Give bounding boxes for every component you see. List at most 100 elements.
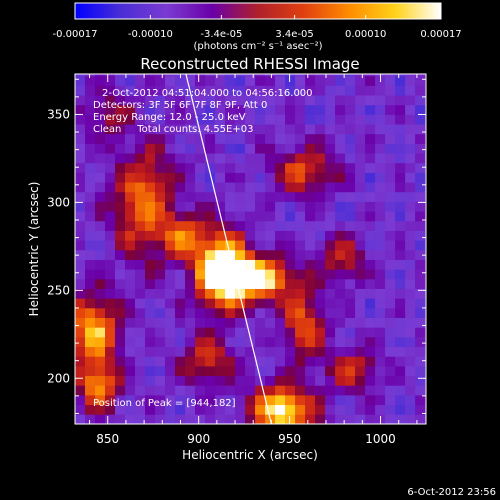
heatmap-cell bbox=[165, 278, 176, 289]
heatmap-cell bbox=[325, 298, 336, 309]
heatmap-cell bbox=[365, 356, 376, 367]
heatmap-cell bbox=[225, 182, 236, 193]
heatmap-cell bbox=[405, 143, 416, 154]
heatmap-cell bbox=[255, 191, 266, 202]
heatmap-cell bbox=[395, 307, 406, 318]
heatmap-cell bbox=[145, 172, 156, 183]
heatmap-cell bbox=[175, 307, 186, 318]
heatmap-cell bbox=[95, 85, 106, 96]
heatmap-cell bbox=[425, 230, 426, 241]
heatmap-cell bbox=[105, 404, 116, 415]
x-tick-label: 950 bbox=[278, 432, 301, 446]
heatmap-cell bbox=[145, 162, 156, 173]
heatmap-cell bbox=[215, 124, 226, 135]
heatmap-cell bbox=[165, 307, 176, 318]
heatmap-cell bbox=[165, 191, 176, 202]
heatmap-cell bbox=[195, 375, 206, 386]
heatmap-cell bbox=[375, 288, 386, 299]
heatmap-cell bbox=[85, 269, 96, 280]
heatmap-cell bbox=[95, 375, 106, 386]
heatmap-cell bbox=[415, 230, 426, 241]
heatmap-cell bbox=[305, 124, 316, 135]
heatmap-image bbox=[75, 74, 426, 424]
heatmap-cell bbox=[165, 385, 176, 396]
heatmap-cell bbox=[205, 298, 216, 309]
heatmap-cell bbox=[315, 385, 326, 396]
heatmap-cell bbox=[205, 172, 216, 183]
heatmap-cell bbox=[355, 288, 366, 299]
heatmap-cell bbox=[295, 404, 306, 415]
heatmap-cell bbox=[75, 269, 86, 280]
heatmap-cell bbox=[285, 346, 296, 357]
heatmap-cell bbox=[105, 230, 116, 241]
heatmap-cell bbox=[195, 211, 206, 222]
heatmap-cell bbox=[245, 259, 256, 270]
heatmap-cell bbox=[205, 365, 216, 377]
heatmap-cell bbox=[185, 230, 196, 241]
heatmap-cell bbox=[95, 133, 106, 144]
heatmap-cell bbox=[285, 143, 296, 154]
heatmap-cell bbox=[205, 211, 216, 222]
heatmap-cell bbox=[125, 162, 136, 173]
heatmap-cell bbox=[95, 143, 106, 154]
heatmap-cell bbox=[125, 153, 136, 164]
heatmap-cell bbox=[95, 288, 106, 299]
heatmap-cell bbox=[425, 288, 426, 299]
heatmap-cell bbox=[285, 394, 296, 406]
heatmap-cell bbox=[355, 162, 366, 173]
heatmap-cell bbox=[205, 317, 216, 328]
heatmap-cell bbox=[345, 133, 356, 144]
heatmap-cell bbox=[245, 278, 256, 289]
heatmap-cell bbox=[275, 404, 286, 415]
heatmap-cell bbox=[215, 365, 226, 377]
heatmap-cell bbox=[185, 336, 196, 348]
heatmap-cell bbox=[245, 182, 256, 193]
heatmap-cell bbox=[115, 346, 126, 357]
heatmap-cell bbox=[75, 288, 86, 299]
heatmap-cell bbox=[145, 240, 156, 251]
heatmap-cell bbox=[315, 327, 326, 338]
heatmap-cell bbox=[335, 317, 346, 328]
heatmap-cell bbox=[95, 307, 106, 318]
heatmap-cell bbox=[235, 172, 246, 183]
heatmap-cell bbox=[195, 240, 206, 251]
heatmap-cell bbox=[205, 356, 216, 367]
heatmap-cell bbox=[205, 327, 216, 338]
heatmap-cell bbox=[415, 182, 426, 193]
heatmap-cell bbox=[275, 191, 286, 202]
heatmap-cell bbox=[245, 298, 256, 309]
heatmap-cell bbox=[385, 162, 396, 173]
heatmap-cell bbox=[145, 124, 156, 135]
heatmap-cell bbox=[75, 404, 86, 415]
heatmap-cell bbox=[405, 201, 416, 212]
heatmap-cell bbox=[215, 259, 226, 270]
heatmap-cell bbox=[105, 375, 116, 386]
heatmap-cell bbox=[185, 356, 196, 367]
heatmap-cell bbox=[115, 249, 126, 260]
heatmap-cell bbox=[325, 249, 336, 260]
heatmap-cell bbox=[325, 307, 336, 318]
heatmap-cell bbox=[375, 153, 386, 164]
heatmap-cell bbox=[425, 346, 426, 357]
heatmap-cell bbox=[325, 114, 336, 125]
heatmap-cell bbox=[335, 211, 346, 222]
heatmap-cell bbox=[115, 356, 126, 367]
heatmap-cell bbox=[265, 327, 276, 338]
heatmap-cell bbox=[115, 124, 126, 135]
heatmap-cell bbox=[245, 201, 256, 212]
heatmap-cell bbox=[335, 327, 346, 338]
heatmap-cell bbox=[255, 220, 266, 231]
heatmap-cell bbox=[195, 104, 206, 115]
heatmap-cell bbox=[125, 259, 136, 270]
heatmap-cell bbox=[385, 298, 396, 309]
heatmap-cell bbox=[285, 327, 296, 338]
heatmap-cell bbox=[285, 182, 296, 193]
heatmap-cell bbox=[335, 356, 346, 367]
heatmap-cell bbox=[355, 375, 366, 386]
heatmap-cell bbox=[275, 85, 286, 96]
heatmap-cell bbox=[285, 259, 296, 270]
heatmap-cell bbox=[145, 336, 156, 348]
heatmap-cell bbox=[305, 414, 316, 424]
heatmap-cell bbox=[135, 172, 146, 183]
heatmap-cell bbox=[345, 153, 356, 164]
